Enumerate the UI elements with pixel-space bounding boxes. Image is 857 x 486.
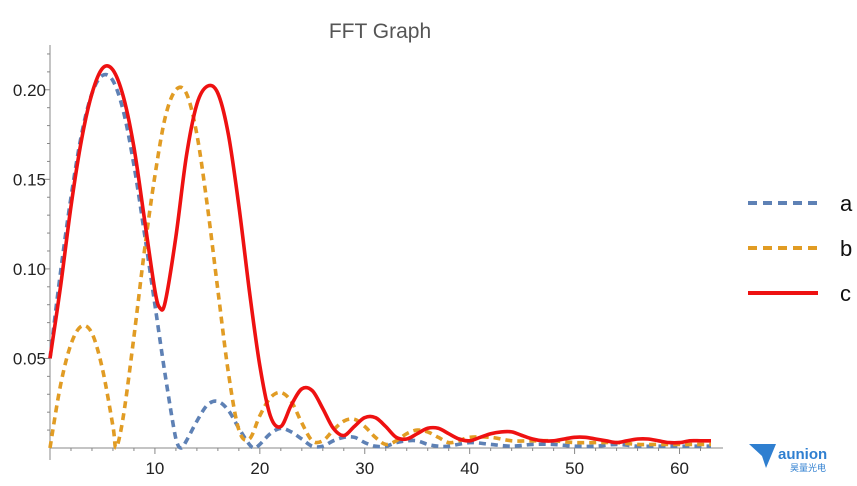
legend: abc xyxy=(748,191,853,306)
axes: 10 20 30 40 50 60 0.05 0.10 0.15 0.20 xyxy=(13,45,723,478)
x-tick-label: 20 xyxy=(250,459,269,478)
y-tick-label: 0.15 xyxy=(13,170,46,189)
legend-label-a: a xyxy=(840,191,853,216)
logo-arrow-icon xyxy=(749,444,776,468)
series-layer xyxy=(48,64,711,450)
chart-title: FFT Graph xyxy=(329,20,431,43)
series-line-c xyxy=(48,64,711,445)
y-tick-label: 0.05 xyxy=(13,349,46,368)
y-tick-label: 0.10 xyxy=(13,260,46,279)
x-tick-label: 10 xyxy=(145,459,164,478)
series-line-a xyxy=(48,72,711,450)
logo-name: aunion xyxy=(778,446,827,463)
legend-label-c: c xyxy=(840,281,851,306)
x-tick-label: 30 xyxy=(355,459,374,478)
y-tick-label: 0.20 xyxy=(13,81,46,100)
aunion-logo: aunion 昊量光电 xyxy=(749,444,827,473)
x-tick-label: 40 xyxy=(460,459,479,478)
series-line-b xyxy=(48,85,711,450)
legend-label-b: b xyxy=(840,236,852,261)
logo-subtitle: 昊量光电 xyxy=(790,462,826,473)
x-tick-label: 60 xyxy=(670,459,689,478)
x-tick-label: 50 xyxy=(565,459,584,478)
